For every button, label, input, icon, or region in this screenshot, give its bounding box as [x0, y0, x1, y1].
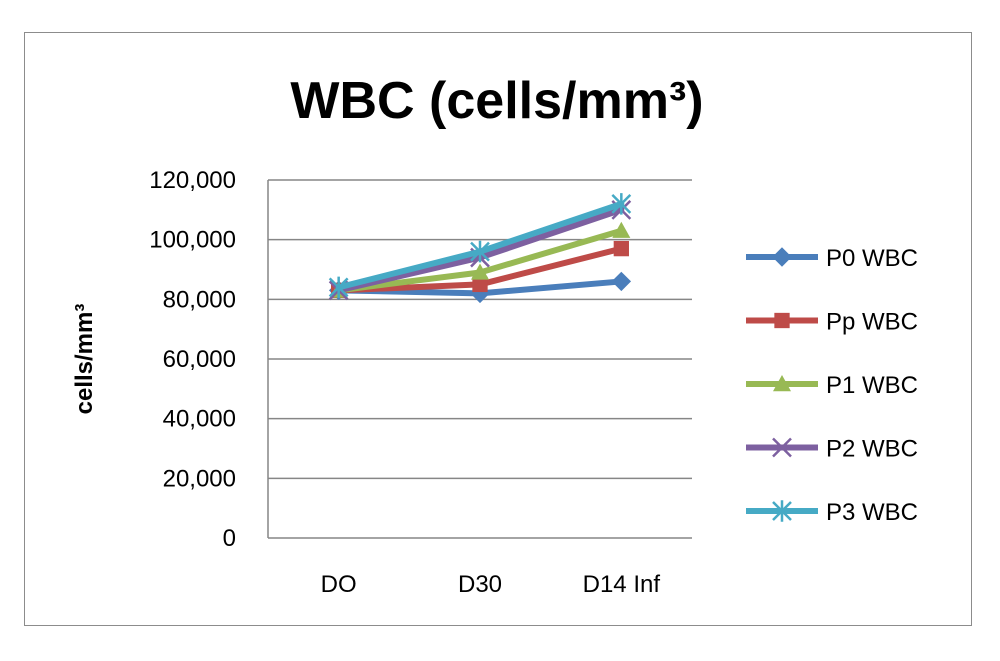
series-marker — [328, 276, 349, 299]
series-marker — [772, 500, 792, 522]
series-marker — [471, 263, 489, 280]
chart-title: WBC (cells/mm³) — [290, 72, 703, 130]
legend-label: Pp WBC — [826, 309, 918, 336]
y-tick-label: 0 — [223, 525, 236, 552]
y-tick-label: 80,000 — [163, 286, 236, 313]
y-tick-label: 40,000 — [163, 406, 236, 433]
legend-item: P0 WBC — [746, 245, 918, 272]
series-marker — [470, 240, 490, 263]
series-marker — [773, 375, 791, 392]
legend-label: P3 WBC — [826, 499, 918, 526]
x-tick-label: D30 — [458, 571, 502, 598]
series-marker — [472, 276, 488, 293]
series-marker — [774, 312, 790, 329]
series-lines — [328, 193, 632, 304]
legend-label: P1 WBC — [826, 372, 918, 399]
legend-label: P0 WBC — [826, 245, 918, 272]
legend: P0 WBC Pp WBC P1 WBC P2 WBC P3 WBC — [746, 245, 918, 526]
gridlines — [267, 179, 692, 539]
legend-label: P2 WBC — [826, 436, 918, 463]
y-tick-label: 60,000 — [163, 346, 236, 373]
y-tick-label: 20,000 — [163, 465, 236, 492]
series-marker — [611, 193, 632, 215]
x-tick-label: D14 Inf — [583, 571, 661, 598]
series-marker — [613, 240, 629, 257]
x-tick-label: DO — [321, 571, 357, 598]
x-axis-ticks: DO D30 D14 Inf — [321, 571, 661, 598]
y-axis-ticks: 0 20,000 40,000 60,000 80,000 100,000 120,000 — [149, 167, 236, 552]
y-tick-label: 120,000 — [149, 167, 236, 194]
y-axis-label: cells/mm³ — [71, 304, 98, 415]
series-marker — [772, 437, 792, 458]
legend-item: P3 WBC — [746, 499, 918, 526]
legend-item: P1 WBC — [746, 372, 918, 399]
series-marker — [772, 247, 792, 267]
series-marker — [611, 271, 632, 292]
chart-frame — [24, 32, 972, 626]
legend-item: Pp WBC — [746, 309, 918, 336]
series-marker — [612, 221, 631, 238]
legend-item: P2 WBC — [746, 436, 918, 463]
y-tick-label: 100,000 — [149, 227, 236, 254]
series-group — [328, 193, 632, 299]
